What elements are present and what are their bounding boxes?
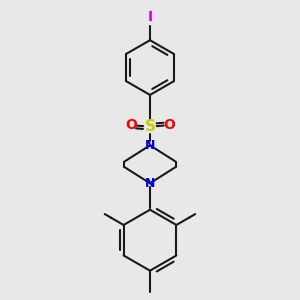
Text: O: O: [163, 118, 175, 132]
Text: O: O: [125, 118, 137, 132]
Text: N: N: [145, 139, 155, 152]
Text: I: I: [147, 10, 153, 24]
Text: S: S: [145, 119, 155, 134]
Text: N: N: [145, 177, 155, 190]
